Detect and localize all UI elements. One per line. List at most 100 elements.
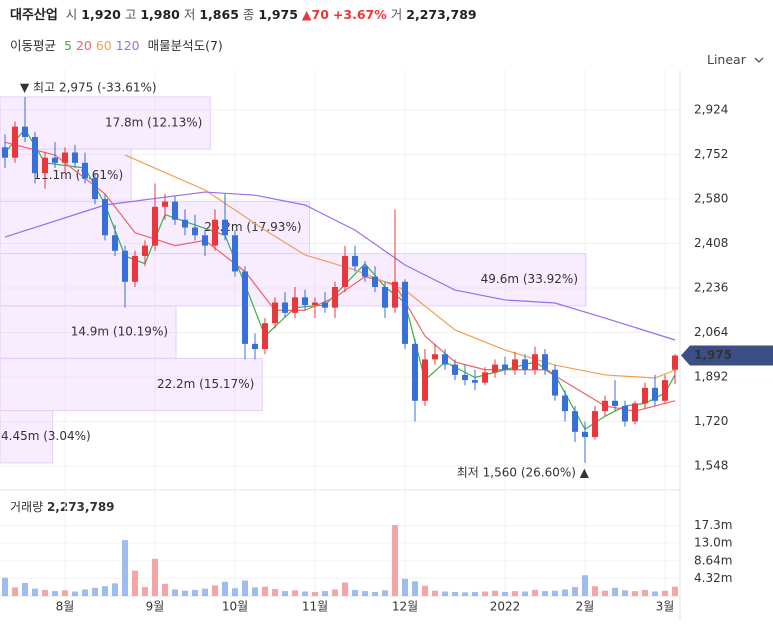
profile-label: 22.2m (15.17%) [157,377,254,391]
candle-body [202,235,208,246]
volume-bar [92,587,98,596]
volume-bar [202,588,208,596]
candle-body [422,359,428,401]
candle-body [412,343,418,401]
volume-bar [652,591,658,596]
label: 거 [390,7,403,22]
profile-bar [0,253,587,307]
x-tick-label: 10월 [222,600,248,614]
value: 2,273,789 [406,7,477,22]
ma-legend: 5 20 60 120 [60,38,140,53]
profile-label[interactable]: 매물분석도(7) [147,38,223,53]
volume-bar [272,589,278,596]
volume-bar [632,591,638,596]
candle-body [382,286,388,308]
candle-body [442,354,448,365]
quote-header: 대주산업 시 1,920 고 1,980 저 1,865 종 1,975 ▲70… [10,4,477,23]
candle-body [272,302,278,324]
candle-body [172,201,178,220]
volume-bar [472,591,478,596]
candle-body [62,152,68,163]
volume-bar [132,570,138,596]
label: 종 [242,7,255,22]
volume-bar [592,586,598,596]
candle-body [232,235,238,272]
volume-bar [362,591,368,596]
candle-body [32,136,38,174]
profile-bar [0,357,263,412]
candle-body [182,219,188,228]
price-tag-label: 1,975 [694,348,732,362]
volume-bar [52,591,58,596]
volume-bar [72,591,78,596]
ma-label[interactable]: 이동평균 [10,38,57,53]
candle-body [392,281,398,308]
x-tick-label: 11월 [302,600,328,614]
y-tick-label: 2,752 [694,147,728,161]
volume-bar [492,590,498,596]
legend-entry: 5 [64,38,72,53]
indicator-bar: 이동평균 5 20 60 120 매물분석도(7) [10,35,223,54]
value: 1,980 [140,7,180,22]
volume-bar [42,589,48,596]
volume-bar [382,590,388,596]
candle-body [12,126,18,158]
scale-selector[interactable]: Linear [707,52,764,67]
high-annotation: ▼ 최고 2,975 (-33.61%) [20,80,157,94]
volume-bar [582,575,588,596]
candle-body [492,364,498,373]
volume-bar [2,577,8,596]
y-tick-label: 2,408 [694,236,728,250]
volume-bar [462,592,468,596]
x-tick-label: 9월 [146,600,165,614]
volume-bar [442,591,448,596]
candle-body [132,255,138,282]
volume-bar [122,540,128,596]
volume-bar [302,591,308,596]
volume-bar [602,590,608,596]
volume-bar [432,590,438,596]
candle-body [142,245,148,256]
volume-bar [642,589,648,596]
volume-bar [232,588,238,596]
value: 1,920 [81,7,121,22]
candle-body [642,387,648,404]
candle-body [92,178,98,200]
ma-line [4,191,676,341]
x-tick-label: 3월 [656,600,675,614]
volume-bar [212,585,218,596]
candle-body [622,405,628,422]
volume-value: 2,273,789 [47,500,115,514]
y-tick-label: 13.0m [694,536,732,550]
y-tick-label: 2,924 [694,103,728,117]
value: 1,975 [258,7,298,22]
x-tick-label: 2022 [490,600,521,614]
profile-label: 49.6m (33.92%) [481,272,578,286]
volume-bar [262,586,268,596]
candle-body [452,364,458,375]
volume-bar [162,583,168,596]
profile-bar [0,410,54,464]
volume-bar [32,588,38,596]
chevron [754,57,764,63]
price-tag [681,345,773,366]
stock-name: 대주산업 [10,8,58,23]
candle-body [372,276,378,287]
profile-label: 26.2m (17.93%) [204,220,301,234]
candle-body [482,372,488,383]
volume-bar [422,585,428,596]
candle-body [352,255,358,267]
volume-bar [102,586,108,596]
volume-bar [12,587,18,596]
volume-title: 거래량 2,273,789 [10,500,115,514]
volume-bar [182,590,188,596]
ma-line [4,128,676,431]
candle-body [22,126,28,137]
volume-bar [512,591,518,596]
x-tick-label: 8월 [56,600,75,614]
candle-body [192,227,198,236]
profile-label: 14.9m (10.19%) [71,325,168,339]
candle-body [512,359,518,370]
profile-bar [0,96,211,150]
